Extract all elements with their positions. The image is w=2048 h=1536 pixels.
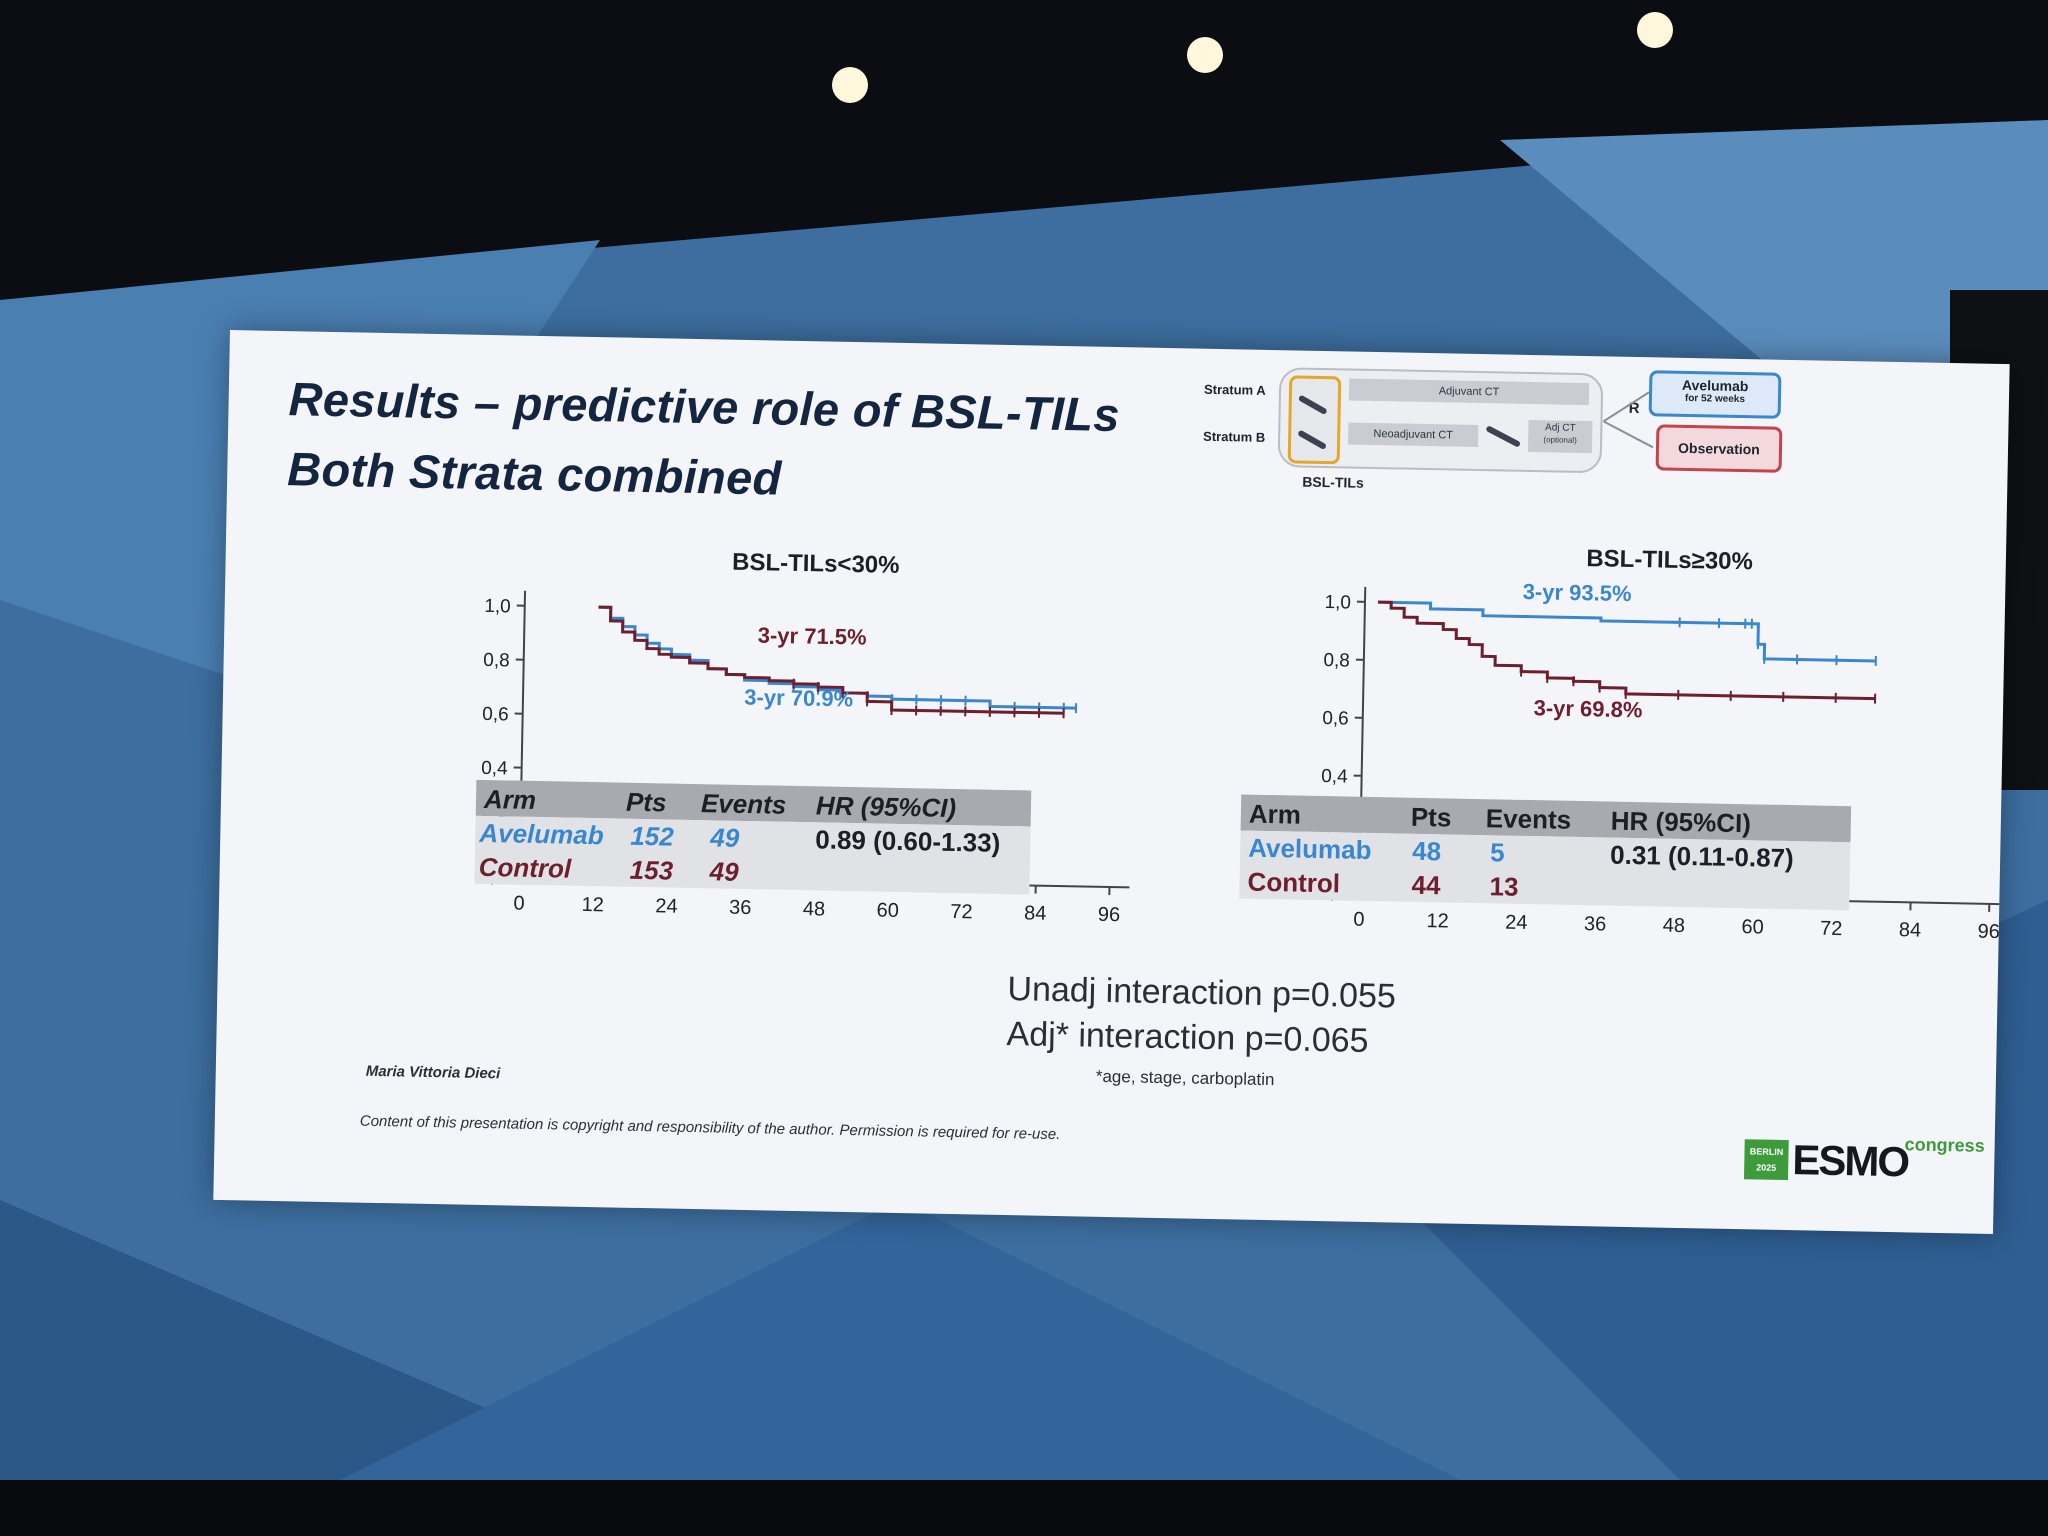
stratum-b-label: Stratum B (1202, 428, 1266, 445)
arm-avelumab-box: Avelumab for 52 weeks (1648, 370, 1782, 419)
annotation-label: 3-yr 70.9% (744, 684, 853, 711)
x-tick-label: 72 (1820, 918, 1843, 940)
author-name: Maria Vittoria Dieci (365, 1062, 501, 1083)
y-tick-label: 0,4 (481, 758, 508, 780)
results-table-left: Arm Pts Events HR (95%CI) Avelumab 152 4… (474, 779, 1032, 895)
row-avelumab-hr: 0.89 (0.60-1.33) (815, 824, 1001, 858)
row-avelumab-arm: Avelumab (479, 817, 604, 851)
row-control-arm: Control (478, 851, 572, 884)
header-pts: Pts (625, 786, 667, 818)
adj-ct-note: (optional) (1543, 435, 1577, 445)
slide-title: Results – predictive role of BSL-TILs (288, 372, 1121, 442)
header-arm: Arm (1248, 798, 1302, 830)
row-avelumab-pts: 152 (630, 820, 675, 852)
x-tick-label: 84 (1024, 902, 1047, 924)
km-chart-left: BSL-TILs<30%012243648607284960,00,20,40,… (479, 549, 1130, 926)
x-tick-label: 36 (1584, 913, 1607, 935)
x-tick-label: 0 (513, 893, 525, 915)
x-tick-label: 96 (1977, 921, 2000, 943)
bsl-tils-label: BSL-TILs (1302, 473, 1364, 491)
row-avelumab-events: 49 (710, 822, 740, 853)
logo-city: BERLIN (1749, 1146, 1784, 1157)
km-chart-right: BSL-TILs≥30%012243648607284960,00,20,40,… (1319, 545, 2010, 943)
series-line-avelumab (1378, 600, 1876, 663)
arm-observation-box: Observation (1655, 424, 1783, 473)
logo-suffix: congress (1904, 1134, 1985, 1156)
row-control-pts: 153 (629, 854, 674, 886)
row-avelumab-hr: 0.31 (0.11-0.87) (1609, 839, 1795, 874)
series-line-control (1378, 600, 1876, 701)
esmo-congress-logo: BERLIN 2025 ESMO congress (1743, 1129, 1985, 1193)
row-avelumab-arm: Avelumab (1247, 832, 1372, 866)
x-tick-label: 60 (876, 900, 899, 922)
header-hr: HR (95%CI) (815, 790, 957, 824)
row-control-pts: 44 (1411, 869, 1441, 901)
study-design-diagram: Stratum A Stratum B Adjuvant CT Neoadjuv… (1177, 353, 1783, 504)
x-tick-label: 12 (581, 894, 604, 916)
row-avelumab-events: 5 (1489, 837, 1505, 868)
header-hr: HR (95%CI) (1610, 805, 1752, 839)
adjuvant-ct-bar: Adjuvant CT (1348, 378, 1590, 406)
adj-ct-optional-bar: Adj CT (optional) (1527, 419, 1593, 454)
x-tick-label: 96 (1098, 904, 1121, 926)
table-body: Avelumab 152 49 0.89 (0.60-1.33) Control… (474, 815, 1031, 895)
x-tick-label: 72 (950, 901, 973, 923)
x-tick-label: 48 (803, 898, 826, 920)
y-tick-label: 1,0 (484, 596, 511, 618)
annotation-label: 3-yr 69.8% (1533, 695, 1642, 722)
header-events: Events (1485, 803, 1572, 835)
copyright-notice: Content of this presentation is copyrigh… (359, 1112, 1061, 1144)
header-pts: Pts (1410, 801, 1452, 833)
stratum-a-label: Stratum A (1203, 381, 1266, 398)
logo-year: 2025 (1756, 1162, 1777, 1173)
logo-badge: BERLIN 2025 (1743, 1139, 1789, 1181)
neoadjuvant-ct-bar: Neoadjuvant CT (1348, 422, 1479, 447)
row-control-arm: Control (1247, 866, 1341, 899)
y-tick-label: 0,6 (482, 704, 509, 726)
x-tick-label: 12 (1426, 910, 1449, 932)
surgery-icon (1486, 426, 1521, 447)
table-body: Avelumab 48 5 0.31 (0.11-0.87) Control 4… (1239, 830, 1851, 911)
x-tick-label: 36 (729, 897, 752, 919)
biopsy-needle-icon (1298, 395, 1327, 450)
y-tick-label: 0,6 (1322, 708, 1349, 730)
randomization-arrows (1602, 391, 1654, 449)
x-tick-label: 48 (1662, 915, 1685, 937)
logo-name: ESMO (1791, 1136, 1909, 1186)
interaction-unadj: Unadj interaction p=0.055 (1007, 970, 1397, 1016)
results-table-right: Arm Pts Events HR (95%CI) Avelumab 48 5 … (1239, 794, 1852, 911)
footnote: *age, stage, carboplatin (1095, 1066, 1275, 1090)
y-tick-label: 0,8 (483, 650, 510, 672)
row-avelumab-pts: 48 (1411, 835, 1442, 867)
x-tick-label: 84 (1899, 919, 1922, 941)
slide: Results – predictive role of BSL-TILs Bo… (213, 330, 2010, 1235)
annotation-label: 3-yr 93.5% (1522, 579, 1631, 606)
y-tick-label: 1,0 (1324, 592, 1351, 614)
x-tick-label: 24 (1505, 912, 1528, 934)
chart-title: BSL-TILs<30% (732, 549, 900, 579)
arm-avelumab-note: for 52 weeks (1684, 392, 1746, 406)
interaction-adj: Adj* interaction p=0.065 (1006, 1015, 1369, 1060)
x-tick-label: 60 (1741, 916, 1764, 938)
x-tick-label: 24 (655, 895, 678, 917)
annotation-label: 3-yr 71.5% (758, 623, 867, 650)
x-tick-label: 0 (1353, 909, 1365, 931)
header-arm: Arm (483, 783, 537, 815)
chart-title: BSL-TILs≥30% (1586, 545, 1753, 575)
series-line-control (598, 605, 1064, 715)
row-control-events: 49 (709, 856, 739, 887)
bsl-tils-box (1287, 375, 1342, 465)
y-tick-label: 0,8 (1323, 650, 1350, 672)
y-tick-label: 0,4 (1321, 766, 1348, 788)
header-events: Events (700, 788, 787, 820)
series-line-avelumab (598, 605, 1077, 710)
row-control-events: 13 (1489, 871, 1519, 902)
